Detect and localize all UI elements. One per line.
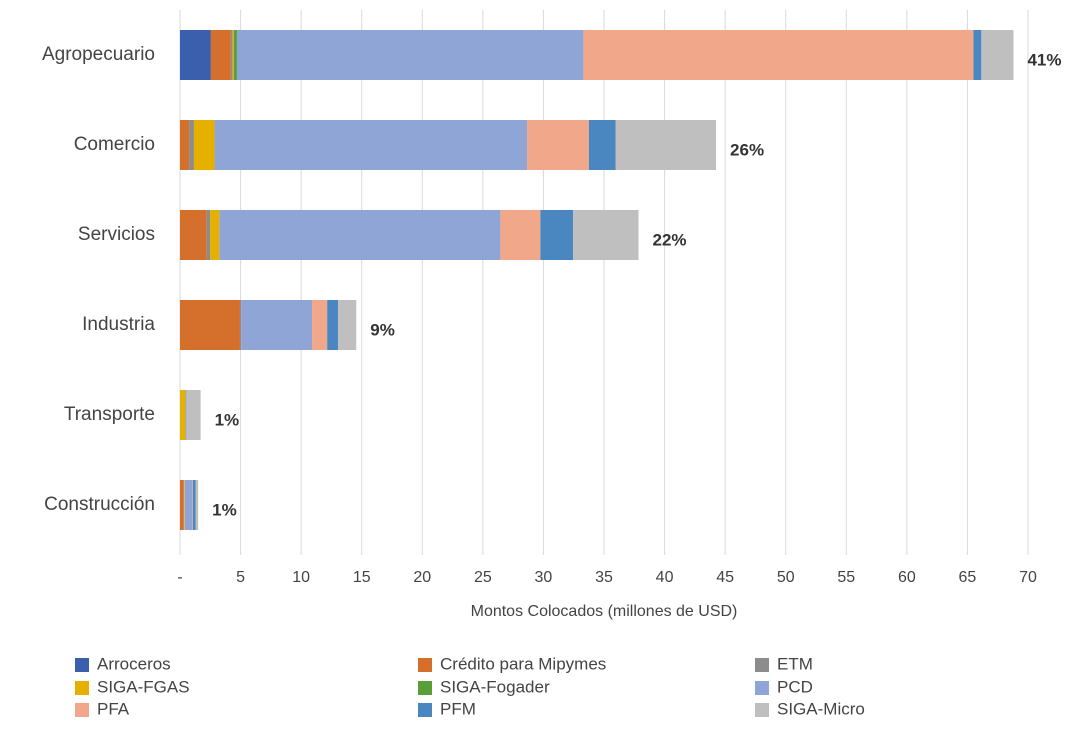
bar-segment [573, 210, 639, 260]
bar-segment [189, 120, 194, 170]
bar-segment [232, 30, 234, 80]
bar-segment [540, 210, 574, 260]
x-tick-label: 15 [353, 569, 371, 586]
legend-swatch [755, 658, 769, 672]
share-label: 9% [370, 320, 395, 339]
bar-segment [180, 390, 186, 440]
bar-segment [214, 120, 528, 170]
bar-segment [193, 120, 215, 170]
x-tick-label: - [177, 569, 182, 586]
x-tick-label: 55 [837, 569, 855, 586]
bar-segment [185, 390, 187, 440]
legend-label: Crédito para Mipymes [440, 654, 606, 673]
legend-label: PFA [97, 699, 130, 718]
legend-label: SIGA-FGAS [97, 677, 190, 696]
bar-segment [327, 300, 339, 350]
share-label: 1% [212, 500, 237, 519]
share-label: 41% [1027, 50, 1061, 69]
bar-segment [206, 210, 211, 260]
bar-segment [527, 120, 589, 170]
bar-segment [180, 30, 211, 80]
bar-segment [192, 480, 196, 530]
x-axis-label: Montos Colocados (millones de USD) [471, 603, 738, 620]
bar-segment [195, 480, 199, 530]
share-label: 22% [653, 230, 687, 249]
bar-segment [312, 300, 328, 350]
x-tick-label: 45 [716, 569, 734, 586]
x-tick-label: 30 [535, 569, 553, 586]
y-tick-label: Servicios [78, 224, 155, 245]
y-tick-label: Industria [82, 314, 155, 335]
bar-segment [583, 30, 974, 80]
legend-swatch [418, 658, 432, 672]
bar-segment [180, 210, 207, 260]
x-tick-label: 5 [236, 569, 245, 586]
bar-segment [184, 480, 185, 530]
y-tick-label: Comercio [74, 134, 155, 155]
legend-swatch [75, 703, 89, 717]
bar-segment [210, 30, 231, 80]
legend-swatch [418, 681, 432, 695]
y-tick-label: Construcción [44, 494, 155, 515]
y-tick-label: Agropecuario [42, 44, 155, 65]
legend-swatch [418, 703, 432, 717]
x-tick-label: 20 [413, 569, 431, 586]
bar-segment [236, 30, 584, 80]
bar-segment [210, 210, 220, 260]
legend-swatch [75, 658, 89, 672]
bar-segment [338, 300, 357, 350]
x-tick-label: 70 [1019, 569, 1037, 586]
legend-label: PFM [440, 699, 476, 718]
x-tick-label: 10 [292, 569, 310, 586]
bar-segment [180, 300, 240, 350]
x-tick-label: 25 [474, 569, 492, 586]
bar-segment [241, 300, 313, 350]
bar-segment [233, 30, 237, 80]
x-tick-label: 60 [898, 569, 916, 586]
bar-segment [186, 390, 201, 440]
bar-segment [184, 480, 193, 530]
bar-segment [180, 120, 190, 170]
legend-label: SIGA-Micro [777, 699, 865, 718]
x-tick-label: 50 [777, 569, 795, 586]
bar-segment [219, 210, 501, 260]
bar-segment [180, 480, 184, 530]
bar-segment [192, 480, 193, 530]
bar-segment [239, 300, 242, 350]
legend-swatch [75, 681, 89, 695]
x-tick-label: 40 [656, 569, 674, 586]
legend-label: SIGA-Fogader [440, 677, 550, 696]
legend-swatch [755, 681, 769, 695]
bar-segment [230, 30, 233, 80]
legend-label: Arroceros [97, 654, 171, 673]
x-tick-label: 65 [959, 569, 977, 586]
share-label: 1% [215, 410, 240, 429]
x-tick-label: 35 [595, 569, 613, 586]
legend-swatch [755, 703, 769, 717]
legend-label: ETM [777, 654, 813, 673]
bar-segment [615, 120, 717, 170]
bar-segment [588, 120, 616, 170]
bar-segment [973, 30, 982, 80]
bar-segment [183, 480, 185, 530]
y-tick-label: Transporte [64, 404, 155, 425]
share-label: 26% [730, 140, 764, 159]
legend-label: PCD [777, 677, 813, 696]
bar-segment [981, 30, 1014, 80]
bar-segment [500, 210, 541, 260]
